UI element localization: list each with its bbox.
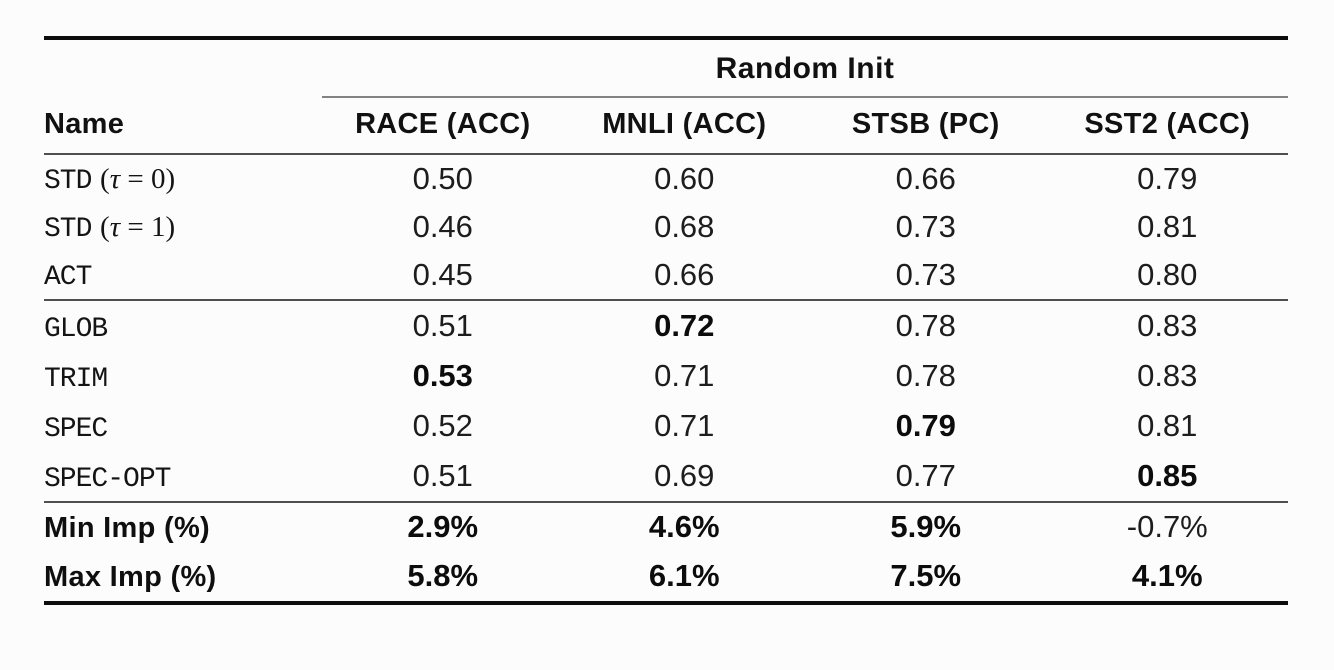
table-row: SPEC 0.52 0.71 0.79 0.81: [44, 401, 1288, 451]
column-header-0: RACE (ACC): [322, 97, 564, 155]
value-cell: 0.81: [1137, 408, 1198, 443]
value-cell: 0.53: [412, 358, 473, 393]
value-cell: 4.6%: [563, 501, 805, 552]
table-row: TRIM 0.53 0.71 0.78 0.83: [44, 351, 1288, 401]
value-cell: 0.45: [412, 256, 473, 292]
table-section-2: GLOB 0.51 0.72 0.78 0.83 TRIM 0.53 0.71 0.78 0.83…: [44, 299, 1289, 502]
value-cell: -0.7%: [1046, 501, 1289, 552]
row-label: STD (τ = 1): [44, 211, 176, 245]
value-cell: 0.79: [895, 408, 956, 443]
value-cell: 0.68: [654, 208, 715, 244]
group-header-row: Random Init: [44, 36, 1289, 98]
value-cell: 0.80: [1137, 256, 1198, 292]
value-cell: 0.83: [1046, 299, 1289, 351]
row-label: TRIM: [44, 363, 108, 395]
row-label: Min Imp (%): [44, 501, 322, 552]
value-cell: 0.85: [1137, 458, 1198, 493]
table-container: Random Init Name RACE (ACC) MNLI (ACC) STS…: [44, 36, 1289, 605]
group-header-spacer: [44, 36, 322, 97]
value-cell: 0.81: [1137, 208, 1198, 244]
row-label: SPEC-OPT: [44, 463, 171, 495]
value-cell: 0.46: [412, 208, 473, 244]
value-cell: 0.77: [895, 458, 956, 493]
value-cell: 0.52: [412, 408, 473, 443]
table-section-1: STD (τ = 0) 0.50 0.60 0.66 0.79 STD (τ = 1) 0.…: [44, 154, 1288, 300]
value-cell: 4.1%: [1046, 552, 1289, 605]
value-cell: 5.8%: [322, 552, 564, 605]
results-table: Random Init Name RACE (ACC) MNLI (ACC) STS…: [44, 36, 1289, 605]
value-cell: 0.73: [895, 256, 956, 292]
value-cell: 2.9%: [322, 501, 564, 552]
value-cell: 0.78: [895, 358, 956, 393]
column-header-row: Name RACE (ACC) MNLI (ACC) STSB (PC) SST2 (…: [44, 97, 1289, 155]
column-header-name: Name: [44, 97, 322, 155]
row-label: STD (τ = 0): [44, 163, 176, 197]
table-row: GLOB 0.51 0.72 0.78 0.83: [44, 299, 1289, 351]
value-cell: 0.79: [1137, 160, 1198, 196]
column-header-2: STSB (PC): [805, 97, 1047, 155]
value-cell: 0.83: [1137, 358, 1198, 393]
row-label: SPEC: [44, 413, 108, 445]
table-row: SPEC-OPT 0.51 0.69 0.77 0.85: [44, 451, 1288, 502]
value-cell: 0.72: [563, 299, 805, 351]
table-row: STD (τ = 0) 0.50 0.60 0.66 0.79: [44, 154, 1288, 203]
table-row: ACT 0.45 0.66 0.73 0.80: [44, 251, 1288, 300]
table-row: Max Imp (%) 5.8% 6.1% 7.5% 4.1%: [44, 552, 1289, 605]
value-cell: 0.78: [805, 299, 1047, 351]
column-header-3: SST2 (ACC): [1046, 97, 1289, 155]
table-row: STD (τ = 1) 0.46 0.68 0.73 0.81: [44, 203, 1288, 251]
row-label: GLOB: [44, 299, 322, 351]
column-header-1: MNLI (ACC): [563, 97, 805, 155]
value-cell: 0.71: [654, 408, 715, 443]
table-row: Min Imp (%) 2.9% 4.6% 5.9% -0.7%: [44, 501, 1289, 552]
value-cell: 6.1%: [563, 552, 805, 605]
value-cell: 0.51: [412, 458, 473, 493]
value-cell: 0.73: [895, 208, 956, 244]
value-cell: 0.60: [654, 160, 715, 196]
group-header: Random Init: [322, 36, 1289, 98]
row-label: Max Imp (%): [44, 552, 322, 605]
value-cell: 0.51: [322, 299, 564, 351]
value-cell: 0.66: [895, 160, 956, 196]
table-section-3: Min Imp (%) 2.9% 4.6% 5.9% -0.7% Max Imp (%) 5…: [44, 501, 1289, 605]
value-cell: 0.50: [412, 160, 473, 196]
value-cell: 7.5%: [805, 552, 1047, 605]
value-cell: 0.71: [654, 358, 715, 393]
row-label: ACT: [44, 262, 92, 293]
value-cell: 0.69: [654, 458, 715, 493]
value-cell: 5.9%: [805, 501, 1047, 552]
value-cell: 0.66: [654, 256, 715, 292]
